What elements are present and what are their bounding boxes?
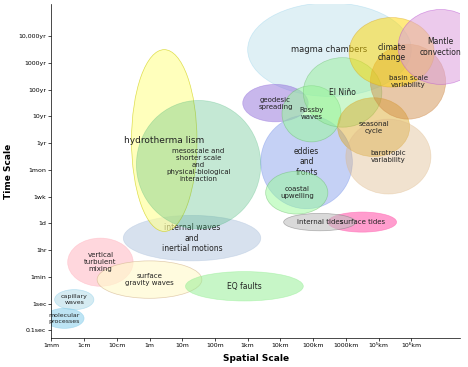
X-axis label: Spatial Scale: Spatial Scale bbox=[223, 354, 289, 363]
Text: internal waves
and
inertial motions: internal waves and inertial motions bbox=[162, 223, 222, 253]
Ellipse shape bbox=[328, 212, 396, 232]
Ellipse shape bbox=[370, 44, 446, 119]
Ellipse shape bbox=[398, 10, 468, 84]
Ellipse shape bbox=[349, 18, 434, 87]
Ellipse shape bbox=[68, 238, 133, 286]
Ellipse shape bbox=[303, 58, 382, 127]
Ellipse shape bbox=[124, 215, 261, 261]
Ellipse shape bbox=[185, 272, 303, 301]
Ellipse shape bbox=[55, 290, 94, 310]
Ellipse shape bbox=[97, 261, 202, 298]
Text: eddies
and
fronts: eddies and fronts bbox=[294, 147, 319, 177]
Ellipse shape bbox=[132, 50, 197, 232]
Text: geodesic
spreading: geodesic spreading bbox=[258, 97, 293, 110]
Text: vertical
turbulent
mixing: vertical turbulent mixing bbox=[84, 252, 117, 272]
Text: internal tides: internal tides bbox=[297, 219, 343, 225]
Text: hydrotherma lism: hydrotherma lism bbox=[124, 136, 205, 145]
Y-axis label: Time Scale: Time Scale bbox=[4, 143, 13, 199]
Text: surface
gravity waves: surface gravity waves bbox=[125, 273, 174, 286]
Ellipse shape bbox=[337, 98, 410, 157]
Text: mesoscale and
shorter scale
and
physical-biological
interaction: mesoscale and shorter scale and physical… bbox=[166, 148, 231, 182]
Text: EQ faults: EQ faults bbox=[227, 282, 262, 291]
Text: surface tides: surface tides bbox=[340, 219, 385, 225]
Text: magma chambers: magma chambers bbox=[292, 45, 367, 54]
Text: El Niño: El Niño bbox=[329, 88, 356, 97]
Ellipse shape bbox=[45, 308, 84, 328]
Text: Mantle
convection: Mantle convection bbox=[420, 37, 461, 57]
Ellipse shape bbox=[248, 3, 411, 97]
Text: Rossby
waves: Rossby waves bbox=[300, 107, 324, 120]
Text: climate
change: climate change bbox=[377, 43, 406, 62]
Text: coastal
upwelling: coastal upwelling bbox=[280, 186, 314, 199]
Text: capillary
waves: capillary waves bbox=[61, 294, 88, 305]
Text: barotropic
variability: barotropic variability bbox=[371, 150, 406, 163]
Text: seasonal
cycle: seasonal cycle bbox=[358, 121, 389, 134]
Ellipse shape bbox=[266, 171, 328, 214]
Ellipse shape bbox=[346, 119, 431, 194]
Ellipse shape bbox=[243, 84, 308, 122]
Ellipse shape bbox=[261, 115, 352, 209]
Ellipse shape bbox=[136, 101, 261, 229]
Ellipse shape bbox=[282, 86, 341, 142]
Text: basin scale
variability: basin scale variability bbox=[388, 75, 427, 88]
Ellipse shape bbox=[284, 213, 356, 231]
Text: molecular
processes: molecular processes bbox=[49, 313, 80, 324]
